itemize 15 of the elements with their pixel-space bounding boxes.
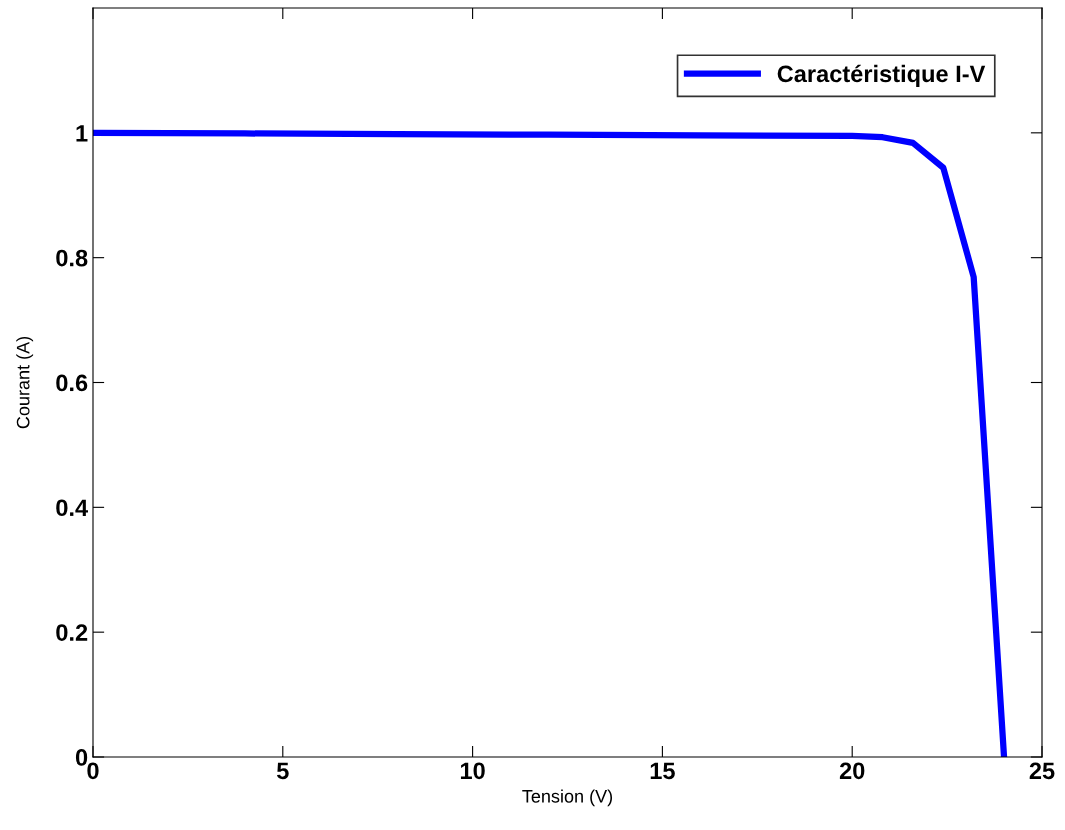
- y-tick-label: 0.6: [56, 374, 88, 392]
- legend-label: Caractéristique I-V: [777, 64, 986, 87]
- y-tick-label: 0.2: [56, 624, 88, 641]
- y-tick-label: 0: [75, 749, 88, 766]
- x-axis-title: Tension (V): [522, 789, 613, 807]
- y-tick-label: 0.8: [56, 249, 88, 267]
- y-axis-title: Courant (A): [16, 336, 34, 429]
- y-tick-label: 0.4: [56, 499, 89, 517]
- x-tick-label: 20: [839, 762, 865, 780]
- x-tick-label: 0: [87, 762, 99, 780]
- x-tick-label: 25: [1029, 762, 1055, 780]
- x-tick-label: 10: [460, 762, 485, 780]
- x-tick-label: 15: [650, 762, 675, 780]
- y-tick-label: 1: [76, 125, 88, 142]
- x-tick-label: 5: [276, 762, 289, 780]
